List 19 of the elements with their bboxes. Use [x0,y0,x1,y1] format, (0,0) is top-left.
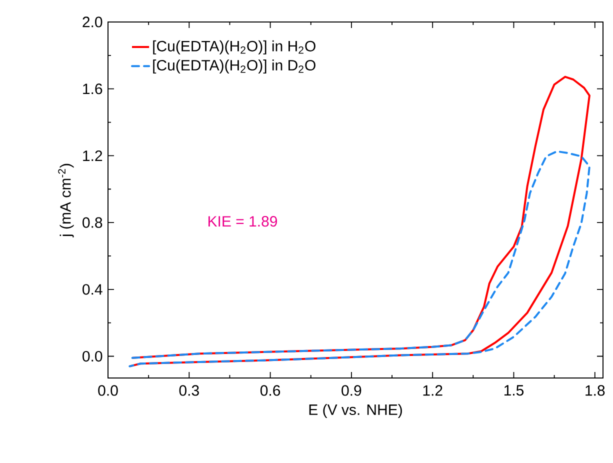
y-tick-label: 1.2 [83,150,102,161]
line-series [128,150,590,368]
x-tick-label: 0.9 [342,385,362,396]
x-tick-label: 1.2 [423,385,442,396]
x-tick-label: 1.5 [504,385,524,396]
x-axis-title: E (V vs. NHE) [309,404,402,418]
x-tick-label: 0.3 [179,385,199,396]
annotation: KIE = 1.89 [208,216,277,227]
y-tick-label: 0.4 [82,284,102,295]
legend-label: [Cu(EDTA)(H$_{2}$O)] in H$_{2}$O [153,40,316,54]
y-tick-label: 1.6 [83,84,102,94]
x-tick-label: 1.8 [586,385,605,396]
y-tick-label: 2.0 [82,16,102,28]
x-tick-label: 0.0 [98,385,118,396]
x-tick-label: 0.6 [260,385,280,396]
legend-label: [Cu(EDTA)(H$_{2}$O)] in D$_{2}$O [153,60,316,74]
y-tick-label: 0.0 [82,350,102,362]
y-axis-title: j (mA cm$^{-2}$) [58,164,74,238]
y-tick-label: 0.8 [82,217,102,228]
